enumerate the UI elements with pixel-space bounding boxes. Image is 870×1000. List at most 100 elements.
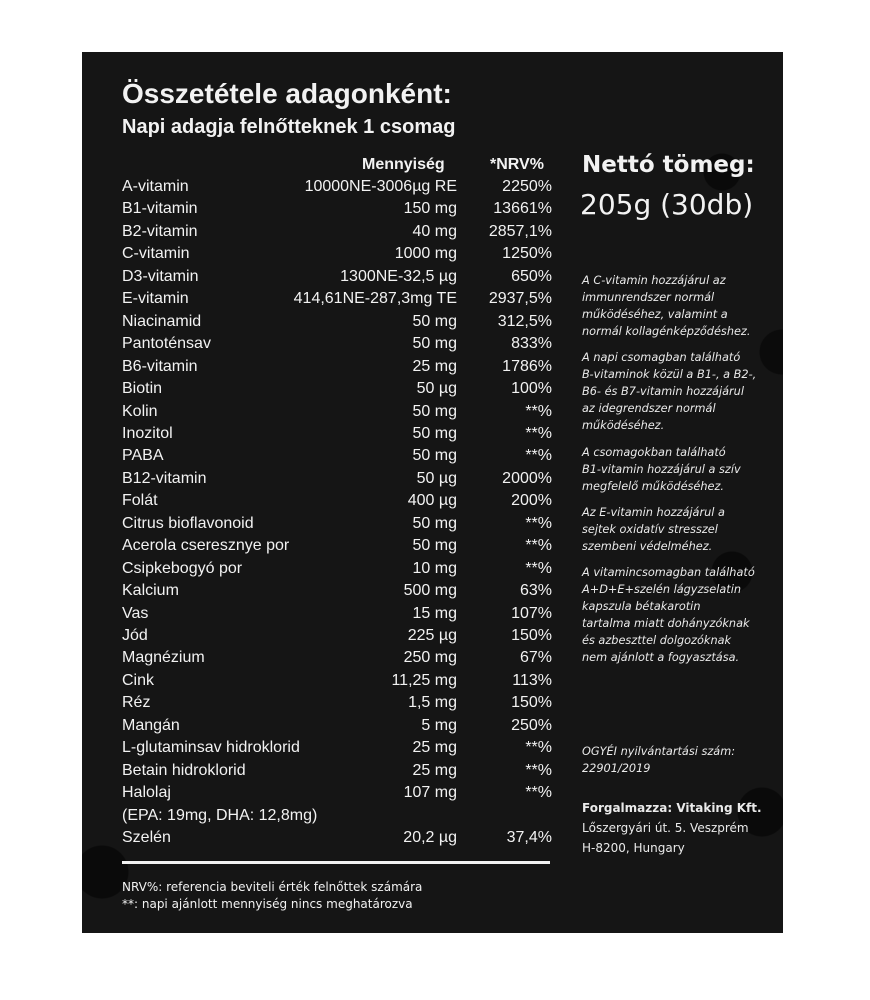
cell-name: Kolin: [122, 402, 158, 420]
cell-amount: 50 mg: [412, 312, 457, 330]
cell-amount: 107 mg: [403, 784, 457, 802]
table-row: E-vitamin 414,61NE-287,3mg TE 2937,5%: [122, 290, 552, 312]
distributor-name: Forgalmazza: Vitaking Kft.: [582, 801, 762, 815]
cell-amount: 500 mg: [403, 582, 457, 600]
cell-name: Réz: [122, 694, 151, 712]
cell-amount: 250 mg: [403, 649, 457, 667]
footnote-stars: **: napi ajánlott mennyiség nincs meghat…: [122, 897, 413, 911]
cell-name: Mangán: [122, 716, 180, 734]
cell-nrv: 13661%: [493, 200, 552, 218]
cell-name: A-vitamin: [122, 178, 189, 195]
table-row: Csipkebogyó por 10 mg **%: [122, 560, 552, 582]
cell-nrv: 107%: [511, 604, 552, 622]
table-row: Mangán 5 mg 250%: [122, 717, 552, 739]
table-row: B2-vitamin 40 mg 2857,1%: [122, 223, 552, 245]
cell-nrv: 113%: [512, 671, 552, 689]
cell-name: Biotin: [122, 380, 163, 398]
table-row: B12-vitamin 50 µg 2000%: [122, 470, 552, 492]
cell-name: D3-vitamin: [122, 267, 199, 285]
table-row: Betain hidroklorid 25 mg **%: [122, 762, 552, 784]
cell-nrv: 1786%: [502, 357, 552, 375]
cell-nrv: **%: [525, 424, 552, 442]
cell-amount: 25 mg: [412, 761, 457, 779]
cell-nrv: 150%: [511, 627, 552, 644]
cell-amount: 414,61NE-287,3mg TE: [293, 290, 457, 308]
table-row: Biotin 50 µg 100%: [122, 380, 552, 402]
cell-nrv: 67%: [519, 649, 552, 667]
page-title: Összetétele adagonként:: [122, 78, 452, 109]
cell-name: (EPA: 19mg, DHA: 12,8mg): [122, 806, 318, 824]
table-row: Kolin 50 mg **%: [122, 403, 552, 425]
cell-nrv: 2857,1%: [488, 222, 552, 240]
footnote-nrv: NRV%: referencia beviteli érték felnőtte…: [122, 880, 423, 894]
table-row: Cink 11,25 mg 113%: [122, 672, 552, 694]
cell-name: Citrus bioflavonoid: [122, 514, 254, 532]
header-amount: Mennyiség: [362, 156, 445, 173]
cell-nrv: 2937,5%: [488, 290, 552, 308]
cell-amount: 10000NE-3006µg RE: [304, 178, 457, 195]
table-row: Citrus bioflavonoid 50 mg **%: [122, 515, 552, 537]
note-vitamin-e: Az E-vitamin hozzájárul a sejtek oxidatí…: [582, 506, 725, 553]
cell-name: L-glutaminsav hidroklorid: [122, 739, 300, 757]
cell-nrv: **%: [525, 784, 552, 802]
cell-amount: 20,2 µg: [403, 829, 457, 847]
table-row: Kalcium 500 mg 63%: [122, 582, 552, 604]
cell-nrv: 63%: [519, 582, 552, 600]
label-panel: Összetétele adagonként: Napi adagja feln…: [82, 52, 783, 933]
table-row: B1-vitamin 150 mg 13661%: [122, 200, 552, 222]
cell-nrv: 250%: [511, 716, 552, 734]
cell-name: Niacinamid: [122, 312, 202, 330]
cell-nrv: 200%: [511, 492, 552, 510]
table-row: Folát 400 µg 200%: [122, 492, 552, 514]
table-row: Halolaj 107 mg **%: [122, 784, 552, 806]
cell-amount: 11,25 mg: [391, 671, 457, 689]
cell-name: E-vitamin: [122, 290, 189, 308]
cell-nrv: 2250%: [502, 178, 552, 195]
divider: [122, 861, 550, 864]
table-row: D3-vitamin 1300NE-32,5 µg 650%: [122, 268, 552, 290]
cell-name: Szelén: [122, 829, 171, 847]
cell-name: Cink: [122, 671, 155, 689]
note-b-vitamins: A napi csomagban található B-vitaminok k…: [582, 351, 757, 432]
cell-amount: 150 mg: [403, 200, 457, 218]
table-row: Jód 225 µg 150%: [122, 627, 552, 649]
cell-name: Csipkebogyó por: [122, 559, 243, 577]
table-row: Magnézium 250 mg 67%: [122, 649, 552, 671]
cell-nrv: 100%: [511, 380, 552, 398]
cell-name: Inozitol: [122, 424, 173, 442]
cell-name: Pantoténsav: [122, 335, 211, 353]
table-row: A-vitamin 10000NE-3006µg RE 2250%: [122, 178, 552, 200]
cell-nrv: **%: [525, 559, 552, 577]
cell-amount: 50 µg: [416, 380, 457, 398]
cell-name: C-vitamin: [122, 245, 190, 263]
cell-amount: 1000 mg: [394, 245, 457, 263]
cell-amount: 50 mg: [412, 514, 457, 532]
table-row: B6-vitamin 25 mg 1786%: [122, 358, 552, 380]
cell-nrv: **%: [525, 537, 552, 555]
cell-nrv: **%: [525, 761, 552, 779]
cell-nrv: **%: [525, 514, 552, 532]
header-nrv: *NRV%: [490, 156, 544, 173]
cell-name: Vas: [122, 604, 149, 622]
cell-name: B6-vitamin: [122, 357, 198, 375]
cell-amount: 400 µg: [407, 492, 457, 510]
cell-amount: 50 mg: [412, 537, 457, 555]
cell-amount: 1300NE-32,5 µg: [340, 267, 457, 285]
cell-nrv: 37,4%: [506, 829, 552, 847]
cell-amount: 1,5 mg: [408, 694, 457, 712]
table-row: L-glutaminsav hidroklorid 25 mg **%: [122, 739, 552, 761]
cell-nrv: 1250%: [502, 245, 552, 263]
table-row: Inozitol 50 mg **%: [122, 425, 552, 447]
cell-name: Kalcium: [122, 582, 179, 600]
cell-amount: 50 mg: [412, 402, 457, 420]
table-row: Niacinamid 50 mg 312,5%: [122, 313, 552, 335]
cell-name: B1-vitamin: [122, 200, 198, 218]
table-row: PABA 50 mg **%: [122, 447, 552, 469]
cell-amount: 225 µg: [407, 627, 457, 644]
net-weight-value: 205g (30db): [580, 188, 754, 221]
distributor-address: Lőszergyári út. 5. Veszprém H-8200, Hung…: [582, 821, 749, 855]
cell-amount: 50 mg: [412, 335, 457, 353]
note-b1: A csomagokban található B1-vitamin hozzá…: [582, 446, 741, 493]
net-weight-label: Nettó tömeg:: [582, 152, 755, 178]
cell-amount: 10 mg: [412, 559, 457, 577]
